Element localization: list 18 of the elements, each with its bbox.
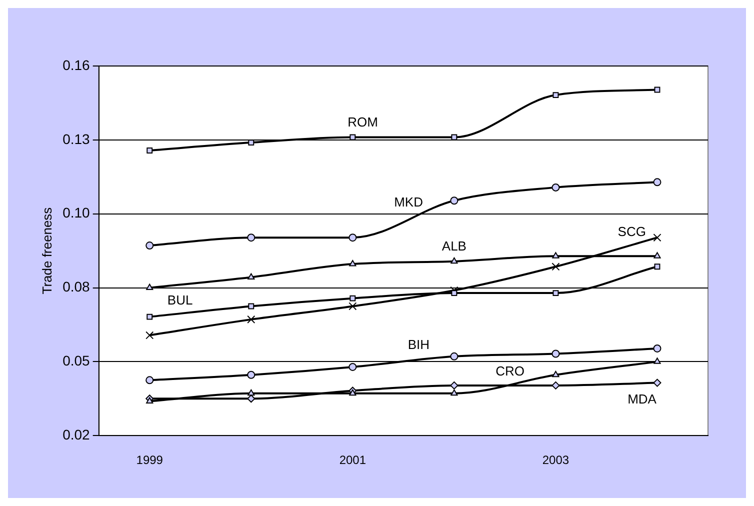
- series-label: MDA: [628, 391, 657, 406]
- y-tick-label: 0.13: [62, 130, 90, 147]
- y-tick-label: 0.02: [62, 426, 90, 442]
- x-tick-label: 2001: [339, 453, 366, 468]
- series-label: ROM: [348, 114, 378, 130]
- series-label: SCG: [618, 224, 646, 239]
- series-label: BUL: [167, 292, 193, 308]
- y-tick-label: 0.16: [62, 56, 90, 73]
- series-label: MKD: [394, 194, 423, 210]
- series-label: CRO: [496, 363, 524, 378]
- y-tick-label: 0.05: [62, 352, 90, 369]
- y-axis-title: Trade freeness: [39, 206, 54, 294]
- y-tick-label: 0.08: [62, 278, 90, 295]
- y-tick-label: 0.10: [62, 204, 90, 221]
- x-tick-label: 2003: [542, 453, 570, 468]
- series-label: ALB: [442, 238, 466, 254]
- x-tick-label: 1999: [136, 453, 164, 468]
- series-label: BIH: [408, 337, 430, 352]
